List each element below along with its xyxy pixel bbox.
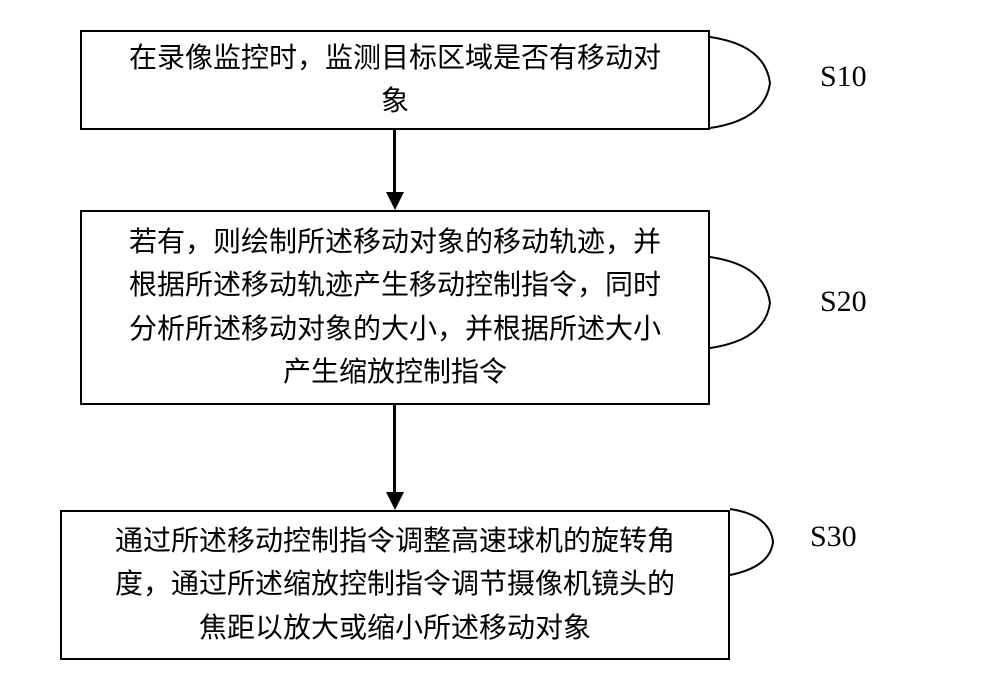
flow-step-s10-text: 在录像监控时，监测目标区域是否有移动对象: [121, 37, 669, 124]
flow-step-s20-text: 若有，则绘制所述移动对象的移动轨迹，并根据所述移动轨迹产生移动控制指令，同时分析…: [121, 221, 669, 395]
flow-step-s20: 若有，则绘制所述移动对象的移动轨迹，并根据所述移动轨迹产生移动控制指令，同时分析…: [80, 210, 710, 405]
arrow-s10-s20: [393, 130, 396, 192]
flow-step-s10: 在录像监控时，监测目标区域是否有移动对象: [80, 30, 710, 130]
curve-s30: [730, 507, 810, 582]
curve-s20: [710, 255, 810, 355]
step-label-s20: S20: [820, 285, 867, 319]
arrow-head-s10-s20: [386, 192, 404, 210]
flow-step-s30: 通过所述移动控制指令调整高速球机的旋转角度，通过所述缩放控制指令调节摄像机镜头的…: [60, 510, 730, 660]
arrow-head-s20-s30: [386, 492, 404, 510]
arrow-s20-s30: [393, 405, 396, 492]
step-label-s10: S10: [820, 60, 867, 94]
step-label-s30: S30: [810, 520, 857, 554]
flow-step-s30-text: 通过所述移动控制指令调整高速球机的旋转角度，通过所述缩放控制指令调节摄像机镜头的…: [107, 520, 683, 650]
curve-s10: [710, 35, 810, 135]
